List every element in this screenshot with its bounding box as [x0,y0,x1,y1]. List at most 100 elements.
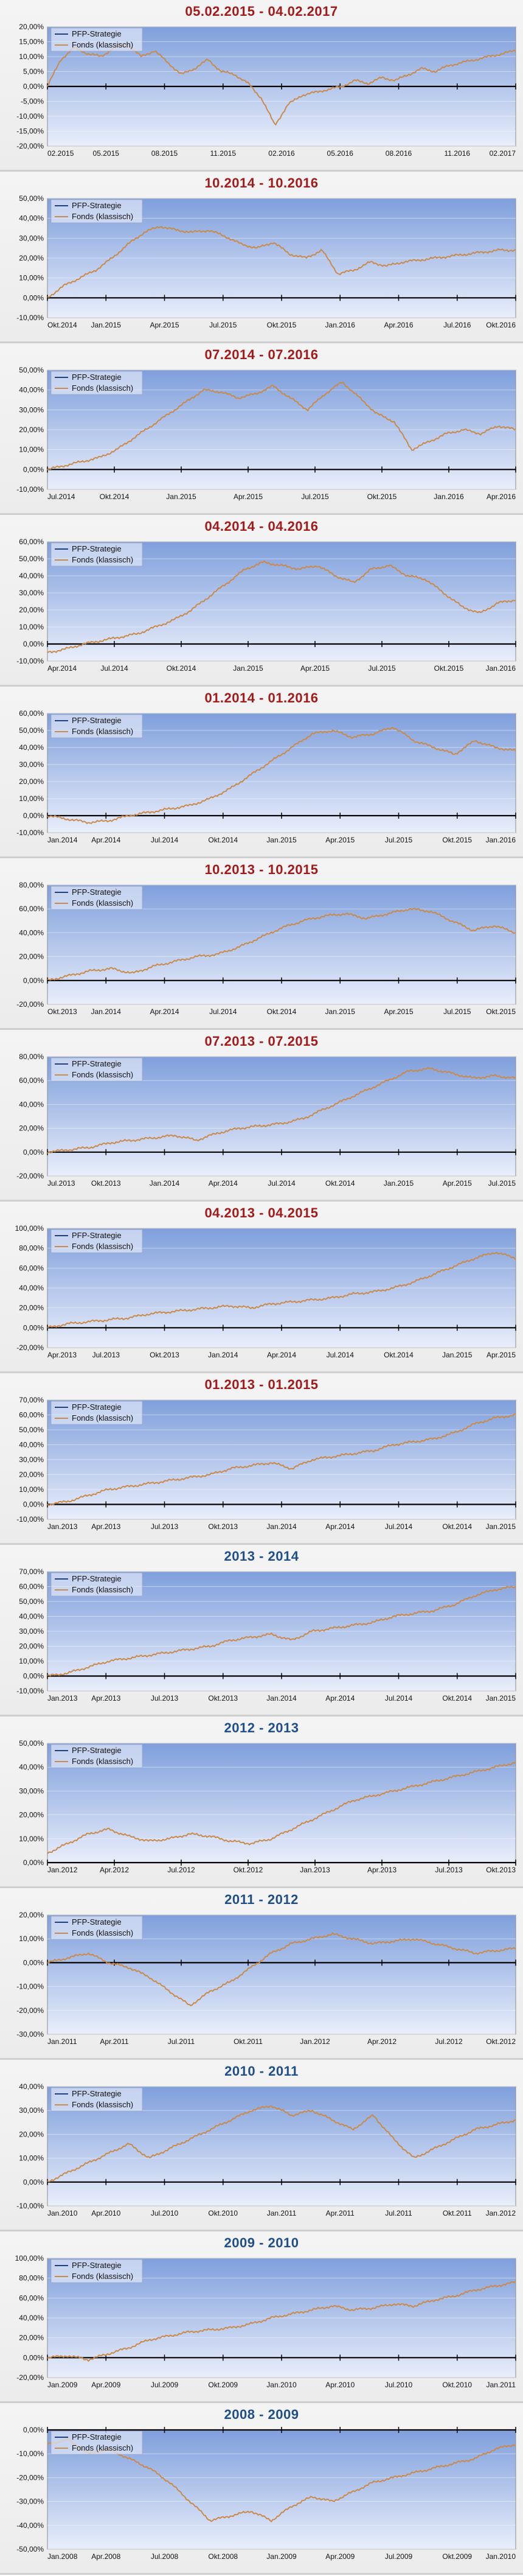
x-tick-label: Okt.2012 [486,2037,516,2046]
legend-label-strategy: PFP-Strategie [72,716,122,725]
chart-title: 2008 - 2009 [224,2407,299,2422]
x-tick-label: Jul.2014 [385,1694,413,1703]
x-tick-label: Okt.2009 [208,2381,238,2389]
x-tick-label: Okt.2009 [442,2552,472,2561]
x-tick-label: Jan.2009 [266,2552,297,2561]
line-chart: 40,00%30,00%20,00%10,00%0,00%-10,00%Jan.… [16,2082,516,2217]
legend: PFP-Strategie Fonds (klassisch) [50,1572,143,1597]
y-tick-label: 30,00% [19,405,44,414]
line-chart: 50,00% 40,00% 30,00% 20,00% 10,00% 0,00% -10,0… [16,194,516,329]
fund-series-line [47,1413,516,1507]
legend-label-strategy: PFP-Strategie [72,2432,122,2441]
x-tick-label: Okt.2014 [167,664,196,673]
x-tick-label: Okt.2013 [486,1866,516,1874]
fund-series-line [47,1762,516,1855]
y-tick-label: 10,00% [19,1835,44,1843]
legend-box [50,1744,143,1768]
y-tick-label: 40,00% [19,1441,44,1449]
y-tick-label: 70,00% [19,1396,44,1404]
legend-label-strategy: PFP-Strategie [72,373,122,382]
chart-panel: 2012 - 2013 50,00% 40,00% 30,00% 20,00% 10,00… [0,1717,523,1888]
legend-box [50,199,143,223]
x-tick-label: Okt.2013 [91,1179,121,1188]
legend: PFP-Strategie Fonds (klassisch) [50,2087,143,2112]
x-tick-label: Jan.2014 [47,836,78,844]
fund-series-line [47,2280,516,2362]
y-tick-label: 20,00% [19,2334,44,2342]
x-tick-label: Jan.2011 [47,2037,77,2046]
legend-label-fund: Fonds (klassisch) [72,212,133,221]
x-tick-label: Okt.2013 [208,1522,238,1531]
chart-title: 10.2013 - 10.2015 [204,862,319,877]
y-tick-label: -20,00% [16,142,44,150]
x-tick-label: Jan.2015 [486,1694,516,1703]
line-chart: 100,00% 80,00% 60,00% 40,00% 20,00% 0,00% -20,… [15,1224,516,1359]
x-tick-label: 02.2015 [47,149,74,158]
chart-title: 01.2014 - 01.2016 [204,690,319,705]
x-tick-label: Jan.2016 [325,321,356,329]
x-tick-label: Jul.2012 [435,2037,463,2046]
legend-label-strategy: PFP-Strategie [72,1746,122,1755]
x-tick-label: Jan.2014 [91,1007,122,1016]
x-tick-label: Okt.2010 [442,2381,472,2389]
y-tick-label: 60,00% [19,1583,44,1591]
x-tick-label: Apr.2014 [91,836,120,844]
legend-label-strategy: PFP-Strategie [72,2089,122,2098]
x-tick-label: Jan.2010 [47,2209,78,2217]
x-tick-label: Jul.2014 [327,1351,355,1359]
y-tick-label: 40,00% [19,1763,44,1771]
x-tick-label: Okt.2015 [267,321,297,329]
legend-label-fund: Fonds (klassisch) [72,1757,133,1766]
y-tick-label: 20,00% [19,953,44,961]
x-tick-label: Jan.2016 [486,836,516,844]
legend-box [50,1572,143,1597]
line-chart: 20,00%10,00%0,00%-10,00%-20,00%-30,00%Ja… [16,1911,516,2046]
y-tick-label: 30,00% [19,589,44,597]
x-tick-label: Jul.2013 [151,1694,179,1703]
x-tick-label: Jan.2015 [233,664,263,673]
x-tick-label: Jan.2012 [300,2037,330,2046]
y-tick-label: 50,00% [19,1739,44,1748]
x-tick-label: 11.2016 [445,149,471,158]
x-tick-label: Jan.2015 [325,1007,356,1016]
legend: PFP-Strategie Fonds (klassisch) [50,542,143,567]
y-tick-label: 100,00% [15,1224,44,1233]
y-tick-label: 0,00% [23,1500,44,1509]
y-tick-label: 60,00% [19,709,44,718]
chart-panel: 2009 - 2010 100,00% 80,00% 60,00% 40,00% 20,0… [0,2231,523,2403]
x-tick-label: Okt.2012 [234,1866,263,1874]
x-tick-label: Apr.2009 [325,2552,355,2561]
y-tick-label: 0,00% [23,1672,44,1681]
y-tick-label: 20,00% [19,1811,44,1819]
x-tick-label: Okt.2014 [100,492,130,501]
y-tick-label: 50,00% [19,726,44,735]
y-tick-label: 0,00% [23,82,44,91]
chart-title: 2011 - 2012 [224,1892,299,1907]
y-tick-label: -20,00% [16,1343,44,1352]
y-tick-label: -10,00% [16,1983,44,1991]
y-tick-label: 60,00% [19,537,44,546]
legend-label-strategy: PFP-Strategie [72,1917,122,1927]
x-tick-label: Apr.2014 [267,1351,296,1359]
legend-label-fund: Fonds (klassisch) [72,2443,133,2452]
legend-box [50,2431,143,2455]
y-tick-label: -10,00% [16,828,44,837]
y-tick-label: 0,00% [23,1148,44,1157]
legend-label-strategy: PFP-Strategie [72,544,122,553]
y-tick-label: 60,00% [19,1264,44,1272]
line-chart: 50,00%40,00%30,00%20,00%10,00%0,00%Jan.2… [19,1739,516,1874]
chart-title: 2009 - 2010 [224,2235,299,2250]
y-tick-label: 40,00% [19,214,44,223]
y-tick-label: 20,00% [19,777,44,786]
x-tick-label: Apr.2010 [91,2209,120,2217]
legend: PFP-Strategie Fonds (klassisch) [50,2431,143,2455]
legend-label-fund: Fonds (klassisch) [72,2100,133,2109]
y-tick-label: 60,00% [19,905,44,913]
x-tick-label: Okt.2014 [325,1179,355,1188]
y-tick-label: 80,00% [19,881,44,889]
y-tick-label: 30,00% [19,1787,44,1795]
x-tick-label: Jul.2009 [385,2552,413,2561]
y-tick-label: 80,00% [19,1052,44,1061]
x-tick-label: Apr.2013 [367,1866,397,1874]
x-tick-label: Jul.2014 [47,492,75,501]
